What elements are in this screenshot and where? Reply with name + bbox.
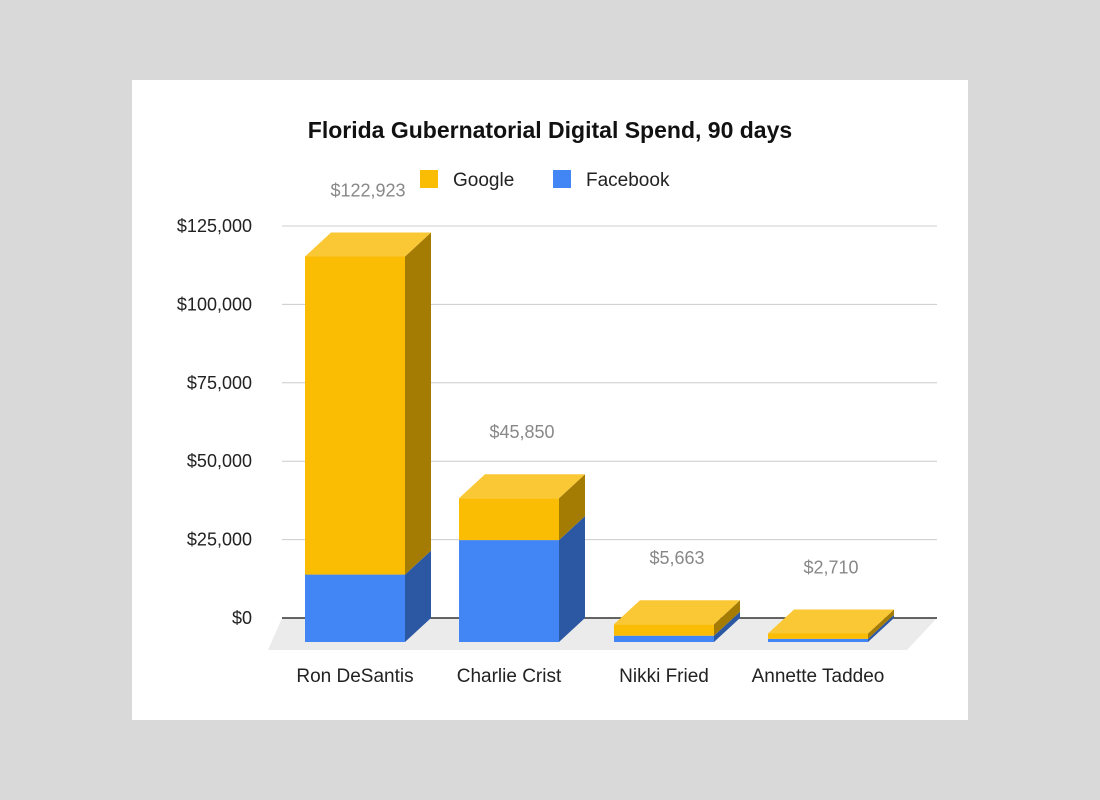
bar-google-front <box>614 624 714 636</box>
legend-label-facebook: Facebook <box>586 170 670 191</box>
y-tick-label: $125,000 <box>177 216 252 236</box>
x-axis-categories: Ron DeSantis Charlie Crist Nikki Fried Anne… <box>296 666 884 687</box>
bar-google-top <box>768 609 894 634</box>
bar-google-front <box>305 256 405 575</box>
bar-facebook-front <box>305 574 405 642</box>
bar-facebook-2 <box>614 611 740 642</box>
bar-google-front <box>768 633 868 639</box>
chart: Florida Gubernatorial Digital Spend, 90 … <box>177 117 937 687</box>
total-label: $122,923 <box>330 181 405 201</box>
bar-google-top <box>305 232 431 257</box>
legend-swatch-facebook <box>553 170 571 188</box>
bar-google-0 <box>305 232 431 575</box>
bar-facebook-side <box>559 516 585 642</box>
bar-facebook-front <box>768 638 868 642</box>
y-tick-label: $25,000 <box>187 530 252 550</box>
bars <box>305 232 894 642</box>
total-label: $2,710 <box>803 558 858 578</box>
bar-facebook-front <box>614 635 714 642</box>
bar-facebook-side <box>868 614 894 642</box>
bar-facebook-0 <box>305 550 431 642</box>
bar-google-front <box>459 498 559 541</box>
total-label: $45,850 <box>489 422 554 442</box>
y-tick-label: $50,000 <box>187 451 252 471</box>
y-tick-label: $75,000 <box>187 373 252 393</box>
bar-google-3 <box>768 609 894 639</box>
x-category-label: Charlie Crist <box>457 666 562 687</box>
bar-facebook-1 <box>459 516 585 642</box>
y-tick-label: $100,000 <box>177 294 252 314</box>
bar-facebook-side <box>714 611 740 642</box>
bar-google-side <box>559 474 585 541</box>
chart-card: Florida Gubernatorial Digital Spend, 90 … <box>132 80 968 720</box>
bar-google-side <box>868 609 894 639</box>
bar-facebook-front <box>459 540 559 642</box>
y-axis-ticks: $0 $25,000 $50,000 $75,000 $100,000 $125,000 <box>177 216 252 628</box>
x-category-label: Nikki Fried <box>619 666 709 687</box>
total-label: $5,663 <box>649 548 704 568</box>
bar-google-1 <box>459 474 585 541</box>
total-labels: $122,923 $45,850 $5,663 $2,710 <box>330 181 858 578</box>
x-category-label: Ron DeSantis <box>296 666 413 687</box>
bar-google-top <box>459 474 585 499</box>
bar-google-top <box>614 600 740 625</box>
bar-google-side <box>714 600 740 636</box>
bar-facebook-3 <box>768 614 894 642</box>
bar-facebook-side <box>405 550 431 642</box>
bar-google-side <box>405 232 431 575</box>
chart-title: Florida Gubernatorial Digital Spend, 90 … <box>308 117 792 143</box>
legend-swatch-google <box>420 170 438 188</box>
y-tick-label: $0 <box>232 608 252 628</box>
x-category-label: Annette Taddeo <box>752 666 885 687</box>
legend: Google Facebook <box>420 170 670 191</box>
bar-google-2 <box>614 600 740 636</box>
legend-label-google: Google <box>453 170 514 191</box>
